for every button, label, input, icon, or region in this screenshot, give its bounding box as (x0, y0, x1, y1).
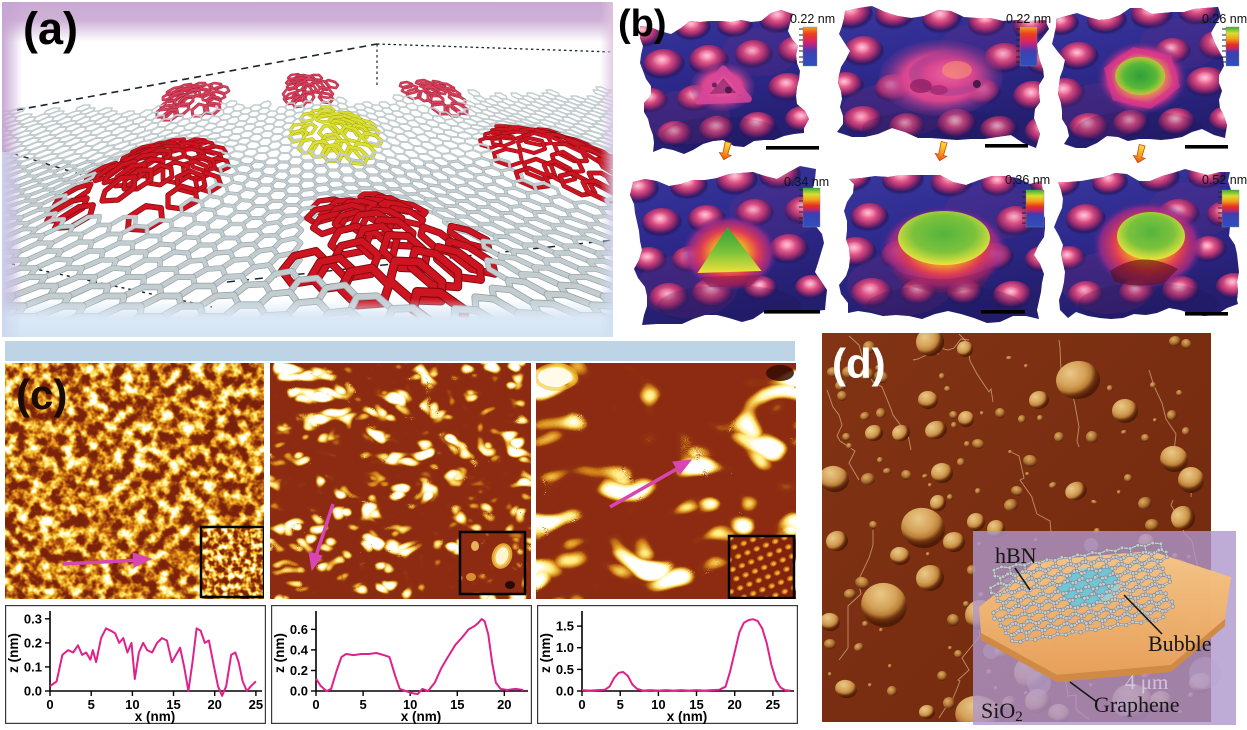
svg-text:15: 15 (450, 697, 464, 712)
svg-text:10: 10 (125, 697, 139, 712)
svg-text:0: 0 (46, 697, 53, 712)
svg-text:0.52 nm: 0.52 nm (1202, 173, 1247, 187)
svg-text:1.0: 1.0 (556, 640, 574, 655)
svg-text:x (nm): x (nm) (135, 709, 176, 724)
svg-text:0.6: 0.6 (290, 622, 308, 637)
svg-text:20: 20 (497, 697, 511, 712)
svg-text:0.26 nm: 0.26 nm (1202, 12, 1247, 26)
svg-text:0.0: 0.0 (290, 684, 308, 699)
svg-text:1.5: 1.5 (556, 619, 574, 634)
svg-text:z (nm): z (nm) (6, 633, 21, 673)
svg-text:4 μm: 4 μm (1125, 670, 1168, 694)
svg-text:5: 5 (359, 697, 366, 712)
svg-text:0.0: 0.0 (556, 684, 574, 699)
svg-text:(d): (d) (832, 340, 886, 387)
svg-text:Bubble: Bubble (1148, 631, 1212, 656)
svg-text:25: 25 (249, 697, 263, 712)
svg-text:5: 5 (88, 697, 95, 712)
svg-text:0.2: 0.2 (290, 663, 308, 678)
svg-text:0.1: 0.1 (24, 659, 42, 674)
svg-text:0: 0 (578, 697, 585, 712)
svg-text:z (nm): z (nm) (538, 633, 553, 673)
svg-text:0.4: 0.4 (290, 642, 309, 657)
svg-text:5: 5 (617, 697, 624, 712)
svg-text:15: 15 (166, 697, 180, 712)
svg-text:0.5: 0.5 (556, 662, 574, 677)
svg-text:Graphene: Graphene (1094, 692, 1180, 717)
svg-text:hBN: hBN (995, 543, 1037, 568)
svg-text:10: 10 (403, 697, 417, 712)
svg-text:0.3: 0.3 (24, 611, 42, 626)
svg-text:0.0: 0.0 (24, 684, 42, 699)
svg-text:0.34 nm: 0.34 nm (784, 175, 829, 189)
svg-text:20: 20 (727, 697, 741, 712)
svg-text:0.22 nm: 0.22 nm (1006, 12, 1051, 26)
svg-text:0: 0 (312, 697, 319, 712)
svg-text:x (nm): x (nm) (401, 709, 442, 724)
svg-text:(b): (b) (618, 3, 667, 45)
svg-text:25: 25 (766, 697, 780, 712)
svg-text:15: 15 (689, 697, 703, 712)
svg-text:z (nm): z (nm) (272, 633, 287, 673)
svg-text:0.22 nm: 0.22 nm (790, 12, 835, 26)
svg-text:20: 20 (207, 697, 221, 712)
svg-text:10: 10 (651, 697, 665, 712)
svg-text:0.36 nm: 0.36 nm (1005, 173, 1050, 187)
svg-text:(c): (c) (16, 371, 67, 418)
svg-text:x (nm): x (nm) (667, 709, 708, 724)
svg-text:0.2: 0.2 (24, 635, 42, 650)
